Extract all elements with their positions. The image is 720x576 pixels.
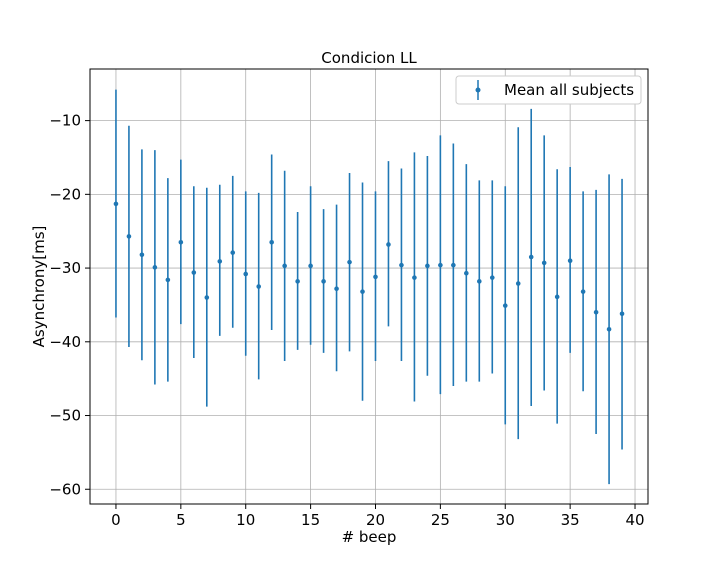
data-point (412, 275, 417, 280)
x-tick-label: 5 (176, 511, 186, 529)
data-point (347, 259, 352, 265)
x-tick-label: 10 (236, 511, 255, 529)
data-point (399, 262, 404, 268)
data-point (321, 279, 326, 284)
data-point (477, 279, 482, 284)
data-point (178, 239, 184, 245)
data-point (126, 234, 132, 239)
data-point (541, 260, 547, 266)
y-axis-label: Asynchrony[ms] (30, 226, 48, 348)
y-tick-label: −60 (49, 480, 81, 498)
data-point (217, 259, 223, 264)
data-point (243, 271, 249, 277)
legend: Mean all subjects (455, 75, 642, 105)
data-point (282, 263, 287, 269)
data-point (191, 270, 197, 275)
data-point (502, 303, 508, 308)
x-tick-label: 20 (366, 511, 385, 529)
x-tick-label: 40 (625, 511, 644, 529)
data-point (580, 289, 586, 294)
data-point (139, 252, 145, 258)
x-tick-label: 30 (496, 511, 515, 529)
data-point (113, 201, 119, 207)
data-point (165, 277, 171, 283)
data-point (425, 263, 430, 269)
y-tick-label: −30 (49, 259, 81, 277)
data-point (204, 295, 210, 300)
x-tick-label: 15 (301, 511, 320, 529)
y-tick-label: −20 (49, 185, 81, 203)
data-points (113, 201, 625, 332)
data-point (619, 311, 625, 317)
legend-label: Mean all subjects (504, 81, 634, 99)
plot-frame (89, 68, 649, 505)
data-point (606, 326, 612, 332)
data-point (489, 275, 495, 280)
data-point (360, 289, 365, 294)
x-tick-label: 0 (111, 511, 121, 529)
x-axis-ticks: 0 5 10 15 20 25 30 35 40 (111, 504, 645, 529)
data-point (295, 279, 300, 284)
data-point (451, 262, 456, 268)
data-point (269, 239, 274, 245)
data-point (593, 310, 599, 315)
data-point (438, 262, 443, 268)
x-tick-label: 25 (431, 511, 450, 529)
y-tick-label: −10 (49, 112, 81, 130)
data-point (515, 281, 521, 286)
data-point (386, 242, 391, 247)
data-point (528, 254, 534, 260)
data-point (256, 284, 261, 289)
data-point (334, 286, 339, 292)
legend-box (455, 75, 642, 105)
data-point (567, 258, 573, 263)
data-point (152, 265, 158, 270)
grid (90, 69, 648, 504)
data-point (554, 294, 560, 300)
data-point (308, 263, 313, 269)
y-tick-label: −50 (49, 407, 81, 425)
data-point (464, 270, 469, 276)
x-tick-label: 35 (561, 511, 580, 529)
chart-title: Condicion LL (321, 49, 417, 67)
y-axis-ticks: −60 −50 −40 −30 −20 −10 (49, 112, 90, 498)
data-point (373, 274, 378, 280)
legend-point-marker (475, 87, 481, 93)
y-tick-label: −40 (49, 333, 81, 351)
x-axis-label: # beep (342, 528, 397, 546)
data-point (230, 250, 236, 255)
